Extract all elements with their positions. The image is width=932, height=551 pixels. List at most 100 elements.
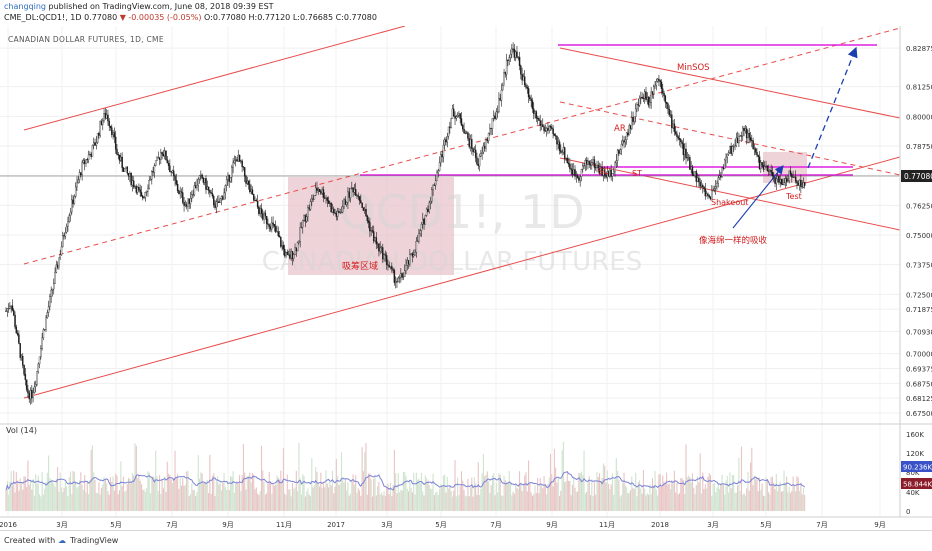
candle-body (530, 98, 532, 101)
candle-body (158, 157, 161, 160)
time-tick-label: 7月 (816, 521, 827, 529)
volume-bar (552, 486, 554, 511)
volume-bar (433, 495, 435, 511)
candle-body (50, 289, 52, 297)
volume-bar (498, 473, 500, 511)
volume-bar (435, 492, 437, 511)
volume-bar (628, 492, 630, 511)
volume-bar (651, 478, 654, 511)
candle-body (189, 198, 192, 204)
candle-body (188, 198, 190, 204)
volume-bar (405, 475, 407, 511)
candle-body (388, 265, 390, 268)
candle-body (660, 81, 663, 89)
candle-body (636, 104, 638, 110)
volume-bar (573, 476, 575, 511)
volume-bar (444, 474, 446, 511)
volume-bar (645, 495, 647, 511)
volume-bar (365, 442, 367, 511)
candle-body (638, 97, 641, 106)
volume-bar (393, 449, 395, 511)
volume-bar (78, 480, 81, 511)
volume-bar (619, 496, 621, 511)
candle-body (605, 174, 607, 178)
price-tick-label: 0.70938 (906, 328, 932, 336)
candle-body (566, 157, 569, 164)
candle-body (228, 174, 230, 182)
volume-bar (184, 484, 186, 511)
volume-bar (209, 454, 211, 511)
candle-body (135, 186, 138, 193)
volume-bar (5, 490, 7, 511)
volume-bar (289, 489, 291, 511)
candle-body (486, 139, 489, 141)
author-link[interactable]: changqing (4, 2, 46, 11)
volume-bar (343, 482, 345, 511)
candle-body (145, 191, 148, 193)
volume-bar (189, 494, 192, 511)
candle-body (120, 156, 122, 161)
candle-body (708, 195, 710, 198)
candle-body (459, 113, 461, 119)
volume-bar (506, 481, 508, 511)
volume-bar (121, 486, 123, 511)
annotation-sc: SC (598, 167, 609, 176)
footer-brand-link[interactable]: TradingView (70, 536, 119, 545)
candle-body (651, 91, 654, 95)
volume-bar (484, 476, 486, 511)
candle-body (726, 153, 729, 158)
time-tick-label: 7月 (490, 521, 501, 529)
candle-body (722, 167, 725, 169)
candle-body (194, 185, 197, 188)
volume-bar (224, 486, 226, 511)
candle-body (632, 117, 634, 122)
volume-bar (238, 474, 241, 511)
candle-body (245, 176, 247, 184)
candle-body (45, 317, 47, 330)
volume-bar (66, 486, 68, 511)
candle-body (193, 185, 196, 195)
volume-bar (109, 477, 112, 511)
candle-body (247, 180, 250, 185)
volume-bar (684, 494, 686, 511)
candle-body (201, 174, 203, 179)
volume-bar (457, 477, 459, 511)
volume-bar (409, 479, 411, 511)
volume-bar (68, 477, 70, 511)
candle-body (695, 171, 698, 182)
volume-bar (313, 485, 315, 511)
volume-bar (472, 496, 474, 511)
volume-bar (746, 488, 748, 511)
candle-body (607, 171, 610, 177)
volume-bar (272, 483, 274, 511)
volume-bar (675, 492, 677, 511)
candle-body (162, 153, 165, 157)
volume-bar (635, 472, 637, 511)
candle-body (260, 208, 263, 214)
candle-body (43, 329, 46, 331)
candle-body (197, 178, 199, 186)
volume-bar (187, 470, 189, 511)
candle-body (129, 173, 131, 177)
candle-body (487, 132, 490, 141)
candle-body (802, 182, 805, 188)
candle-body (751, 140, 753, 142)
volume-bar (614, 479, 616, 511)
candle-body (389, 266, 392, 268)
candle-body (387, 264, 389, 266)
volume-bar (406, 488, 408, 511)
candle-body (560, 150, 562, 153)
volume-bar (591, 479, 593, 511)
volume-bar (71, 494, 73, 511)
candle-body (236, 159, 238, 162)
volume-bar (638, 480, 641, 511)
volume-bar (382, 495, 384, 511)
volume-bar (233, 492, 235, 511)
candle-body (495, 111, 498, 119)
volume-bar (637, 482, 639, 511)
candle-body (436, 172, 438, 181)
candle-body (405, 265, 407, 271)
volume-bar (606, 470, 608, 511)
candle-body (130, 173, 132, 186)
